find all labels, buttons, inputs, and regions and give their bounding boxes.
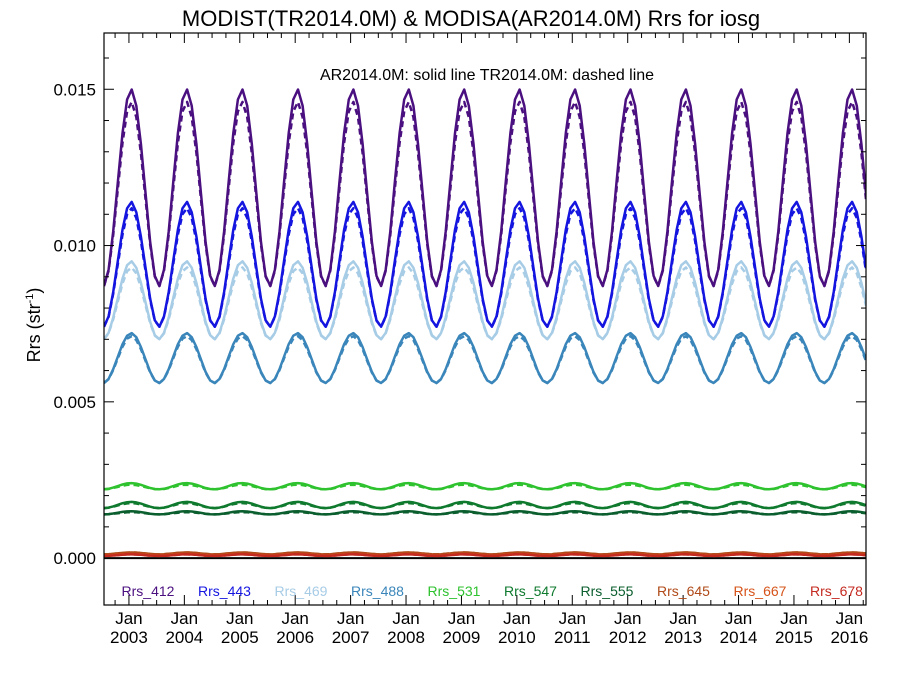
x-tick-label-year: 2016	[830, 628, 868, 647]
x-tick-label-year: 2012	[609, 628, 647, 647]
y-axis-label-sup: -1	[24, 294, 36, 304]
x-tick-label-month: Jan	[836, 609, 863, 628]
y-axis-label-main: Rrs (str	[24, 303, 44, 362]
x-tick-label-year: 2015	[775, 628, 813, 647]
series-line-rrs-678-dashed	[104, 553, 866, 558]
x-tick-label-year: 2014	[720, 628, 758, 647]
y-axis-label-close: )	[24, 288, 44, 294]
chart-subtitle: AR2014.0M: solid line TR2014.0M: dashed …	[320, 67, 654, 84]
chart-title: MODIST(TR2014.0M) & MODISA(AR2014.0M) Rr…	[182, 6, 760, 31]
x-tick-label-month: Jan	[226, 609, 253, 628]
legend-entry-rrs-547: Rrs_547	[504, 583, 557, 599]
legend: Rrs_412 Rrs_443 Rrs_469 Rrs_488 Rrs_531 Rrs_5…	[122, 583, 864, 599]
x-tick-label-month: Jan	[281, 609, 308, 628]
series-line-rrs-443-dashed	[104, 206, 866, 328]
legend-entry-rrs-469: Rrs_469	[275, 583, 328, 599]
x-tick-label-year: 2003	[110, 628, 148, 647]
x-tick-label-month: Jan	[171, 609, 198, 628]
x-tick-label-month: Jan	[337, 609, 364, 628]
x-tick-label-year: 2005	[221, 628, 259, 647]
x-tick-label-month: Jan	[392, 609, 419, 628]
y-tick-label: 0.010	[53, 237, 96, 256]
x-tick-label-month: Jan	[115, 609, 142, 628]
x-tick-label-month: Jan	[669, 609, 696, 628]
y-axis-label: Rrs (str-1)	[24, 288, 44, 363]
x-tick-label-month: Jan	[780, 609, 807, 628]
series-line-rrs-531-dashed	[104, 483, 866, 491]
series-line-rrs-469-dashed	[104, 266, 866, 341]
x-tick-label-year: 2011	[554, 628, 591, 647]
x-tick-label-year: 2007	[332, 628, 370, 647]
series-line-rrs-531-solid	[104, 481, 866, 491]
series-line-rrs-645-dashed	[104, 551, 866, 556]
x-tick-label-year: 2008	[387, 628, 425, 647]
legend-entry-rrs-667: Rrs_667	[734, 583, 787, 599]
legend-entry-rrs-531: Rrs_531	[428, 583, 481, 599]
plot-area	[104, 88, 866, 560]
series-group	[104, 88, 866, 560]
plot-frame	[103, 32, 867, 606]
y-tick-label: 0.000	[53, 549, 96, 568]
x-tick-label-month: Jan	[448, 609, 475, 628]
legend-entry-rrs-443: Rrs_443	[198, 583, 251, 599]
legend-entry-rrs-678: Rrs_678	[810, 583, 863, 599]
x-tick-label-month: Jan	[725, 609, 752, 628]
x-tick-label-month: Jan	[614, 609, 641, 628]
series-line-rrs-488-dashed	[104, 334, 866, 385]
x-tick-label-year: 2013	[664, 628, 702, 647]
x-tick-label-year: 2010	[498, 628, 536, 647]
series-line-rrs-412-dashed	[104, 100, 866, 288]
series-line-rrs-412-solid	[104, 88, 866, 288]
y-tick-label: 0.005	[53, 393, 96, 412]
x-tick-label-month: Jan	[503, 609, 530, 628]
x-tick-label-year: 2009	[443, 628, 481, 647]
x-tick-label-year: 2004	[165, 628, 203, 647]
legend-entry-rrs-412: Rrs_412	[122, 583, 175, 599]
axes: 0.0000.0050.0100.015Jan2003Jan2004Jan200…	[53, 32, 868, 647]
legend-entry-rrs-645: Rrs_645	[657, 583, 710, 599]
series-line-rrs-555-dashed	[104, 510, 866, 516]
legend-entry-rrs-488: Rrs_488	[351, 583, 404, 599]
y-tick-label: 0.015	[53, 80, 96, 99]
legend-entry-rrs-555: Rrs_555	[581, 583, 634, 599]
x-tick-label-month: Jan	[559, 609, 586, 628]
x-tick-label-year: 2006	[276, 628, 314, 647]
series-line-rrs-547-solid	[104, 500, 866, 510]
